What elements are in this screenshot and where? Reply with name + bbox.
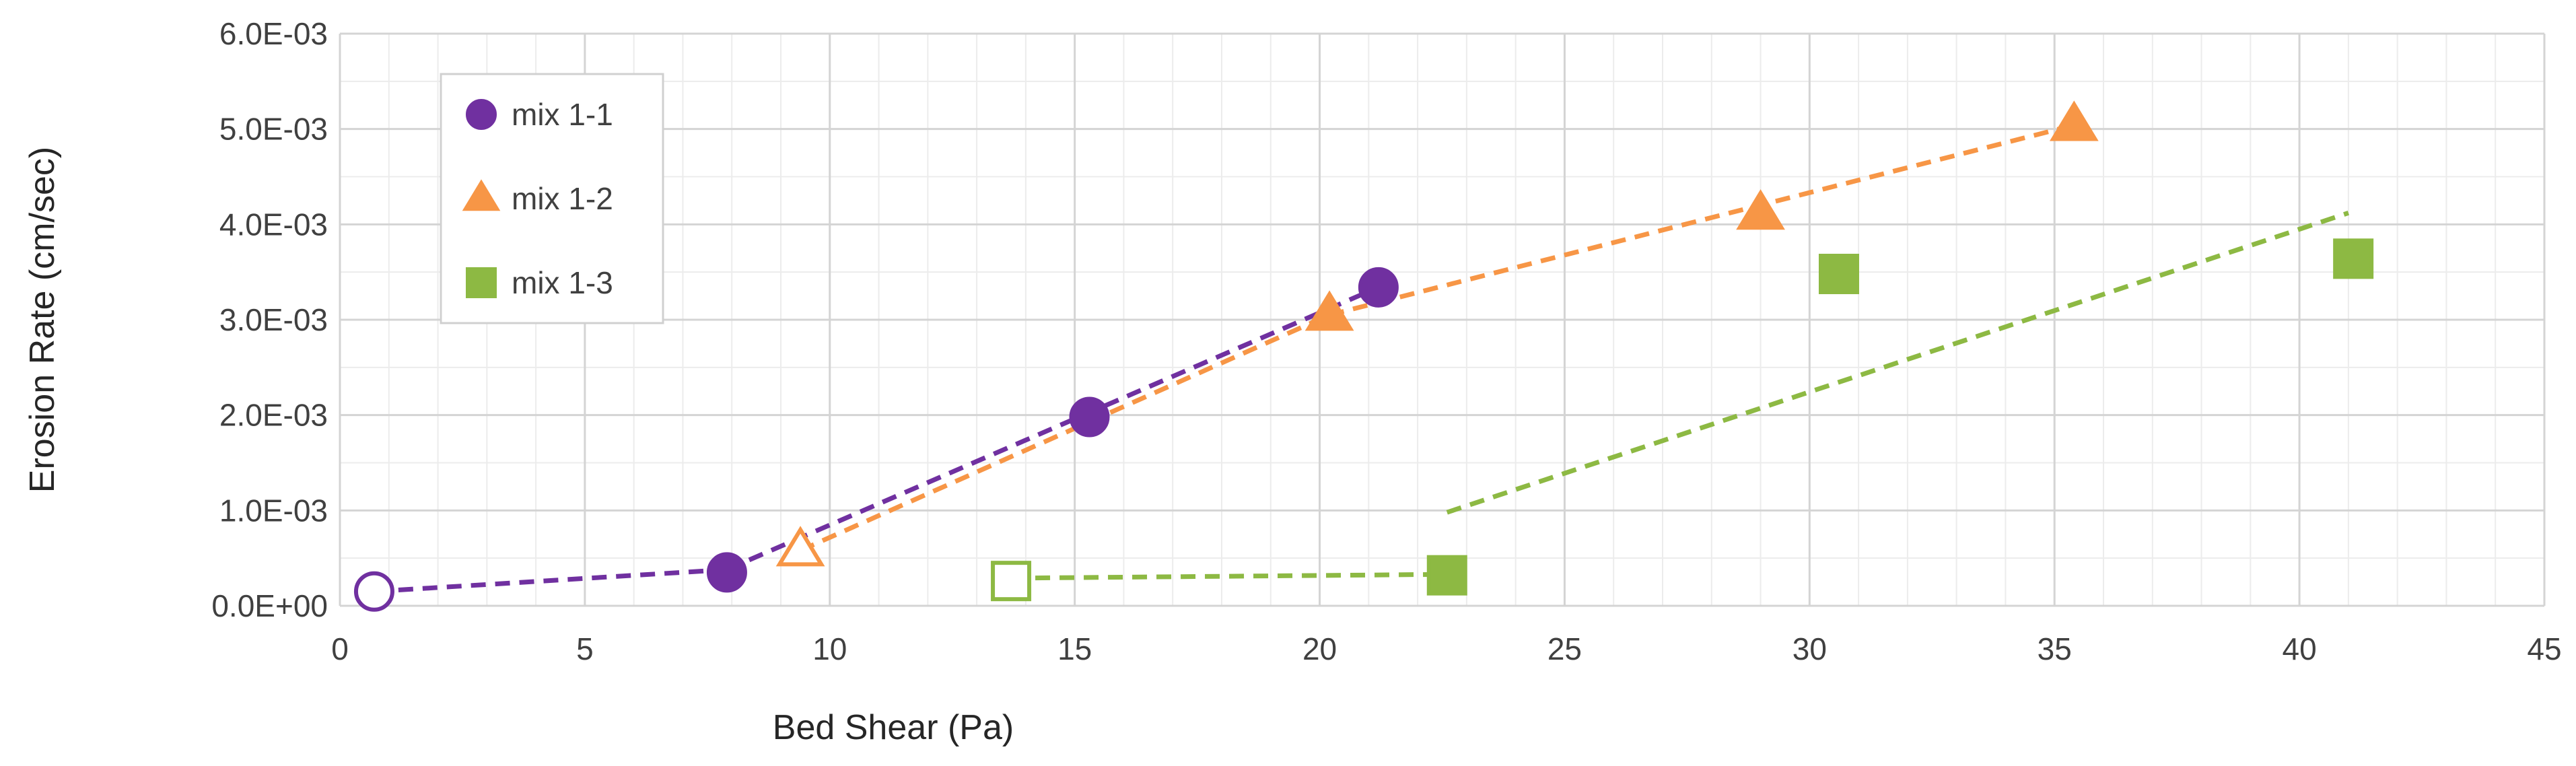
data-point xyxy=(706,552,747,593)
y-tick-label: 6.0E-03 xyxy=(219,16,328,51)
data-point xyxy=(775,526,825,567)
x-tick-label: 0 xyxy=(331,631,349,666)
legend-marker xyxy=(466,99,497,130)
data-point xyxy=(1304,290,1354,331)
data-point xyxy=(1426,555,1467,596)
legend-label: mix 1-2 xyxy=(512,181,613,216)
grid xyxy=(339,32,2546,607)
x-tick-label: 5 xyxy=(576,631,594,666)
trendline-segment xyxy=(799,312,1331,553)
x-tick-label: 35 xyxy=(2038,631,2072,666)
y-tick-label: 3.0E-03 xyxy=(219,302,328,337)
data-point xyxy=(1736,189,1785,230)
trendline-segment xyxy=(726,285,1380,572)
x-tick-label: 15 xyxy=(1057,631,1092,666)
data-point xyxy=(991,561,1032,602)
y-tick-label: 5.0E-03 xyxy=(219,112,328,147)
trendlines xyxy=(374,123,2349,594)
data-point xyxy=(1069,396,1110,438)
x-tick-label: 25 xyxy=(1547,631,1582,666)
trendline-segment xyxy=(1011,571,1447,581)
x-tick-label: 10 xyxy=(812,631,847,666)
legend-label: mix 1-1 xyxy=(512,97,613,132)
trendline-segment xyxy=(1446,211,2349,515)
data-point xyxy=(1358,267,1399,308)
x-axis-title: Bed Shear (Pa) xyxy=(773,708,1014,747)
trendline-segment xyxy=(374,567,728,594)
y-tick-label: 2.0E-03 xyxy=(219,398,328,433)
data-point xyxy=(2049,100,2099,141)
data-point xyxy=(353,571,394,612)
y-tick-label: 0.0E+00 xyxy=(211,588,328,623)
y-tick-label: 4.0E-03 xyxy=(219,207,328,242)
data-points xyxy=(353,100,2374,612)
x-tick-label: 40 xyxy=(2283,631,2317,666)
legend-marker xyxy=(466,267,497,298)
y-tick-label: 1.0E-03 xyxy=(219,493,328,528)
y-axis-title: Erosion Rate (cm/sec) xyxy=(23,147,62,493)
x-tick-label: 30 xyxy=(1792,631,1827,666)
trendline-segment xyxy=(1329,123,2075,318)
x-tick-label: 45 xyxy=(2527,631,2561,666)
x-tick-label: 20 xyxy=(1302,631,1337,666)
legend-label: mix 1-3 xyxy=(512,265,613,300)
legend: mix 1-1 mix 1-2 mix 1-3 xyxy=(440,73,664,324)
data-point xyxy=(1819,254,1859,294)
tick-labels: 0 5 10 15 20 25 30 35 40 45 0.0E+00 1.0E-03 2.0E-03 3… xyxy=(211,16,2561,666)
legend-marker xyxy=(462,179,501,211)
data-point xyxy=(2333,238,2374,279)
